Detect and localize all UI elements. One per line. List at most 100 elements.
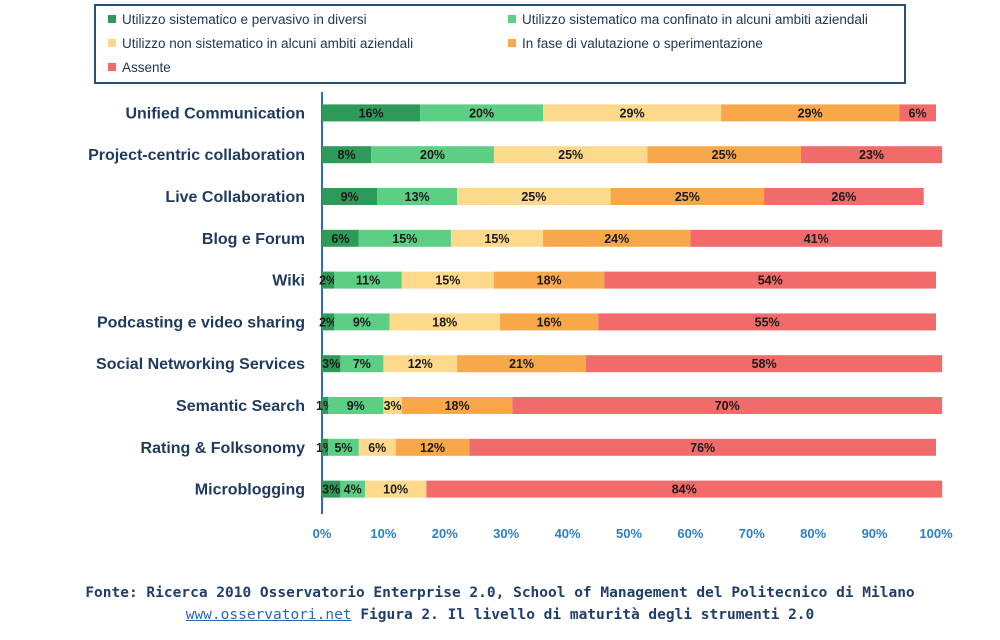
bar-segment-assente xyxy=(899,104,936,122)
bar-data-label: 16% xyxy=(359,106,384,120)
legend-item-utilizzo-sistematico-ma-confinato-in-alcuni-ambiti-aziendali: Utilizzo sistematico ma confinato in alc… xyxy=(508,12,868,28)
bar-segment-utilizzo-non-sistematico-in-alcuni-ambiti-aziendali xyxy=(543,104,722,122)
bar-segment-utilizzo-non-sistematico-in-alcuni-ambiti-aziendali xyxy=(493,146,648,164)
bar-segment-utilizzo-non-sistematico-in-alcuni-ambiti-aziendali xyxy=(401,271,494,289)
category-label: Microblogging xyxy=(195,482,305,499)
stacked-bar-chart: 0% 10% 20% 30% 40% 50% 60% 70% 80% 90% 100% Unified… xyxy=(88,92,953,541)
bar-segment-utilizzo-sistematico-ma-confinato-in-alcuni-ambiti-aziendali xyxy=(328,438,359,456)
x-tick-label: 70% xyxy=(739,526,765,541)
bar-data-label: 18% xyxy=(537,274,562,288)
bar-segment-utilizzo-sistematico-e-pervasivo-in-diversi xyxy=(322,313,335,331)
category-label: Unified Communication xyxy=(125,105,305,122)
bar-segment-utilizzo-sistematico-e-pervasivo-in-diversi xyxy=(322,188,378,205)
category-label: Blog e Forum xyxy=(202,231,305,248)
bar-data-label: 9% xyxy=(353,315,371,329)
bar-segment-utilizzo-sistematico-ma-confinato-in-alcuni-ambiti-aziendali xyxy=(358,229,451,247)
source-citation: Fonte: Ricerca 2010 Osservatorio Enterpr… xyxy=(85,585,915,601)
category-label: Live Collaboration xyxy=(165,189,305,206)
bar-segment-in-fase-di-valutazione-o-sperimentazione xyxy=(721,104,900,122)
bar-segment-utilizzo-sistematico-ma-confinato-in-alcuni-ambiti-aziendali xyxy=(340,480,365,498)
bar-segment-assente xyxy=(800,146,943,164)
bar-data-label: 10% xyxy=(383,483,408,497)
bar-data-label: 41% xyxy=(804,232,829,246)
legend-item-utilizzo-non-sistematico-in-alcuni-ambiti-aziendali: Utilizzo non sistematico in alcuni ambit… xyxy=(108,36,413,52)
bar-segment-utilizzo-sistematico-ma-confinato-in-alcuni-ambiti-aziendali xyxy=(334,313,390,331)
x-tick-label: 90% xyxy=(862,526,888,541)
bar-data-label: 12% xyxy=(420,441,445,455)
bar-segment-utilizzo-sistematico-ma-confinato-in-alcuni-ambiti-aziendali xyxy=(328,397,384,414)
x-tick-label: 40% xyxy=(555,526,581,541)
bar-data-label: 6% xyxy=(368,441,386,455)
bar-data-label: 29% xyxy=(798,106,823,120)
bar-segment-in-fase-di-valutazione-o-sperimentazione xyxy=(543,229,691,247)
legend-swatch xyxy=(108,63,116,71)
x-tick-label: 30% xyxy=(493,526,519,541)
legend-label: Utilizzo sistematico ma confinato in alc… xyxy=(522,12,868,27)
bar-data-label: 2% xyxy=(319,315,337,329)
bar-data-label: 70% xyxy=(715,399,740,413)
legend-swatch xyxy=(108,39,116,47)
bar-data-label: 21% xyxy=(509,357,534,371)
category-label: Social Networking Services xyxy=(96,356,305,373)
legend-swatch xyxy=(508,15,516,23)
bar-segment-utilizzo-non-sistematico-in-alcuni-ambiti-aziendali xyxy=(383,397,402,414)
site-link[interactable]: www.osservatori.net xyxy=(185,607,352,623)
bar-segment-utilizzo-non-sistematico-in-alcuni-ambiti-aziendali xyxy=(450,229,544,247)
legend-item-in-fase-di-valutazione-o-sperimentazione: In fase di valutazione o sperimentazione xyxy=(508,36,763,52)
bar-segment-in-fase-di-valutazione-o-sperimentazione xyxy=(610,188,765,205)
bar-segment-assente xyxy=(586,355,943,373)
bar-segment-utilizzo-sistematico-e-pervasivo-in-diversi xyxy=(322,146,372,164)
bar-data-label: 18% xyxy=(432,315,457,329)
footer: Fonte: Ricerca 2010 Osservatorio Enterpr… xyxy=(0,582,1000,626)
bar-segment-utilizzo-sistematico-ma-confinato-in-alcuni-ambiti-aziendali xyxy=(420,104,544,122)
x-tick-label: 80% xyxy=(800,526,826,541)
bar-segment-utilizzo-sistematico-e-pervasivo-in-diversi xyxy=(322,104,421,122)
bar-data-label: 2% xyxy=(319,274,337,288)
bar-data-label: 5% xyxy=(334,441,352,455)
bar-data-label: 16% xyxy=(537,315,562,329)
bar-data-label: 3% xyxy=(384,399,402,413)
bar-data-label: 29% xyxy=(620,106,645,120)
bar-segment-utilizzo-non-sistematico-in-alcuni-ambiti-aziendali xyxy=(383,355,458,373)
bar-data-label: 55% xyxy=(755,315,780,329)
bar-segment-utilizzo-sistematico-e-pervasivo-in-diversi xyxy=(322,355,341,373)
bar-segment-utilizzo-sistematico-e-pervasivo-in-diversi xyxy=(322,271,335,289)
bar-segment-utilizzo-non-sistematico-in-alcuni-ambiti-aziendali xyxy=(358,438,396,456)
bar-segment-utilizzo-sistematico-ma-confinato-in-alcuni-ambiti-aziendali xyxy=(371,146,494,164)
bar-data-label: 15% xyxy=(392,232,417,246)
bar-segment-in-fase-di-valutazione-o-sperimentazione xyxy=(395,438,470,456)
bar-segment-utilizzo-sistematico-e-pervasivo-in-diversi xyxy=(322,397,329,414)
bar-data-label: 20% xyxy=(420,148,445,162)
bar-data-label: 58% xyxy=(752,357,777,371)
bar-data-label: 3% xyxy=(322,357,340,371)
legend-item-assente: Assente xyxy=(108,60,171,76)
category-label: Podcasting e video sharing xyxy=(97,314,305,331)
category-label: Wiki xyxy=(272,273,305,290)
bar-segment-in-fase-di-valutazione-o-sperimentazione xyxy=(493,271,605,289)
x-tick-label: 60% xyxy=(677,526,703,541)
bar-data-label: 54% xyxy=(758,274,783,288)
bar-data-label: 25% xyxy=(521,190,546,204)
bar-data-label: 24% xyxy=(604,232,629,246)
bar-data-label: 76% xyxy=(690,441,715,455)
bar-data-label: 11% xyxy=(356,274,380,288)
bar-segment-assente xyxy=(512,397,943,414)
legend-swatch xyxy=(108,15,116,23)
legend-label: Utilizzo sistematico e pervasivo in dive… xyxy=(122,12,367,27)
x-tick-label: 100% xyxy=(919,526,953,541)
bar-data-label: 6% xyxy=(909,106,927,120)
legend-label: Assente xyxy=(122,60,171,75)
figure-caption: Figura 2. Il livello di maturità degli s… xyxy=(351,607,815,623)
bar-data-label: 13% xyxy=(405,190,430,204)
legend-label: Utilizzo non sistematico in alcuni ambit… xyxy=(122,36,414,51)
bar-data-label: 4% xyxy=(344,483,362,497)
x-tick-label: 0% xyxy=(313,526,332,541)
bar-segment-assente xyxy=(764,188,924,205)
bar-data-label: 18% xyxy=(445,399,470,413)
category-label: Semantic Search xyxy=(176,398,305,415)
bar-data-label: 20% xyxy=(469,106,494,120)
bar-segment-utilizzo-sistematico-e-pervasivo-in-diversi xyxy=(322,438,329,456)
bar-data-label: 25% xyxy=(712,148,737,162)
legend-swatch xyxy=(508,39,516,47)
bar-segment-assente xyxy=(604,271,936,289)
